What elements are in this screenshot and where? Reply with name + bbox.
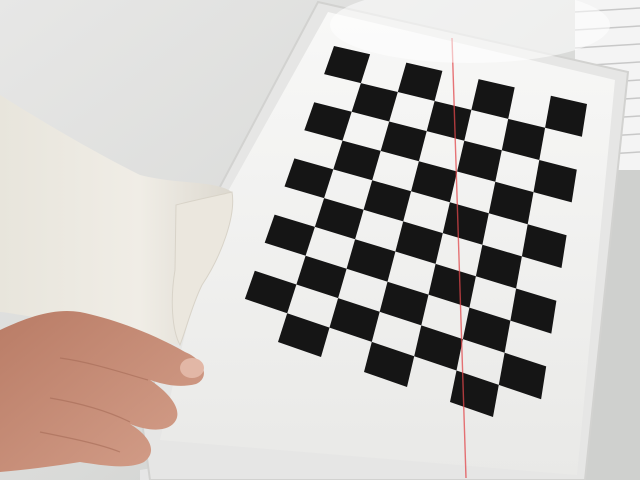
checkerboard-paper xyxy=(160,12,615,475)
checker-square xyxy=(284,158,334,199)
checker-square xyxy=(498,352,547,400)
checker-square xyxy=(414,325,463,371)
checker-square xyxy=(442,202,489,245)
checker-square xyxy=(545,95,587,137)
sleeve-cuff xyxy=(171,191,234,347)
checker-square xyxy=(428,263,476,308)
checker-square xyxy=(324,46,371,84)
checker-square xyxy=(510,288,557,334)
checker-square xyxy=(264,214,315,256)
checker-square xyxy=(471,79,515,119)
checkerboard-pattern xyxy=(244,46,587,417)
checker-square xyxy=(475,244,522,289)
checker-square xyxy=(488,181,534,225)
light-glare xyxy=(330,0,610,63)
checker-square xyxy=(426,101,472,141)
checker-square xyxy=(351,83,398,122)
checker-square xyxy=(296,255,347,299)
checker-square xyxy=(379,281,429,326)
checker-square xyxy=(457,140,502,182)
checker-square xyxy=(364,341,415,387)
checker-square xyxy=(333,140,381,181)
laser-line xyxy=(451,37,467,479)
checker-square xyxy=(329,298,380,342)
checker-square xyxy=(278,313,330,357)
thumbnail xyxy=(180,358,204,378)
checker-square xyxy=(314,198,364,240)
checker-square xyxy=(395,221,443,264)
checker-square xyxy=(244,270,297,314)
checker-square xyxy=(501,118,546,160)
checker-square xyxy=(450,370,499,417)
hand xyxy=(0,310,204,472)
checker-square xyxy=(397,62,443,101)
checker-square xyxy=(304,102,352,141)
checker-square xyxy=(380,121,427,162)
checker-square xyxy=(346,239,396,282)
checker-square xyxy=(363,180,412,222)
checker-square xyxy=(411,161,458,203)
checker-square xyxy=(462,307,511,353)
checker-square xyxy=(533,160,577,203)
checker-square xyxy=(521,224,567,268)
finger-crease xyxy=(39,357,149,453)
